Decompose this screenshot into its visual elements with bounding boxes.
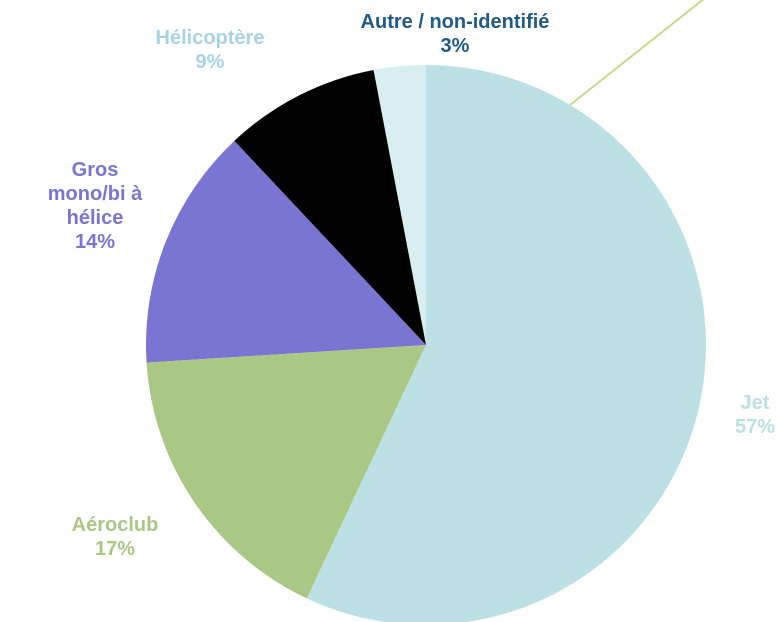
- slice-label: Jet 57%: [715, 391, 778, 439]
- value-label: 3%: [440, 35, 470, 57]
- pie-slice: [146, 140, 426, 363]
- pie-slice: [306, 65, 706, 622]
- category-label: Aéroclub: [71, 514, 159, 536]
- pie-slice: [234, 69, 426, 346]
- value-label: 17%: [94, 538, 136, 560]
- slice-label: Aéroclub 17%: [45, 513, 185, 561]
- slice-label: Gros mono/bi à hélice 14%: [35, 158, 155, 254]
- value-label: 14%: [74, 231, 116, 253]
- value-label: 57%: [734, 416, 776, 438]
- category-label: Jet: [740, 392, 770, 414]
- category-label: Hélicoptère: [155, 27, 265, 49]
- slice-label: Hélicoptère 9%: [120, 26, 300, 74]
- category-label: Gros mono/bi à hélice: [47, 159, 143, 229]
- category-label: Autre / non-identifié: [360, 11, 550, 33]
- leader-line: [569, 0, 705, 106]
- pie-slice: [373, 65, 426, 345]
- pie-slice: [146, 345, 426, 599]
- slice-label: Autre / non-identifié 3%: [325, 10, 585, 58]
- value-label: 9%: [195, 51, 225, 73]
